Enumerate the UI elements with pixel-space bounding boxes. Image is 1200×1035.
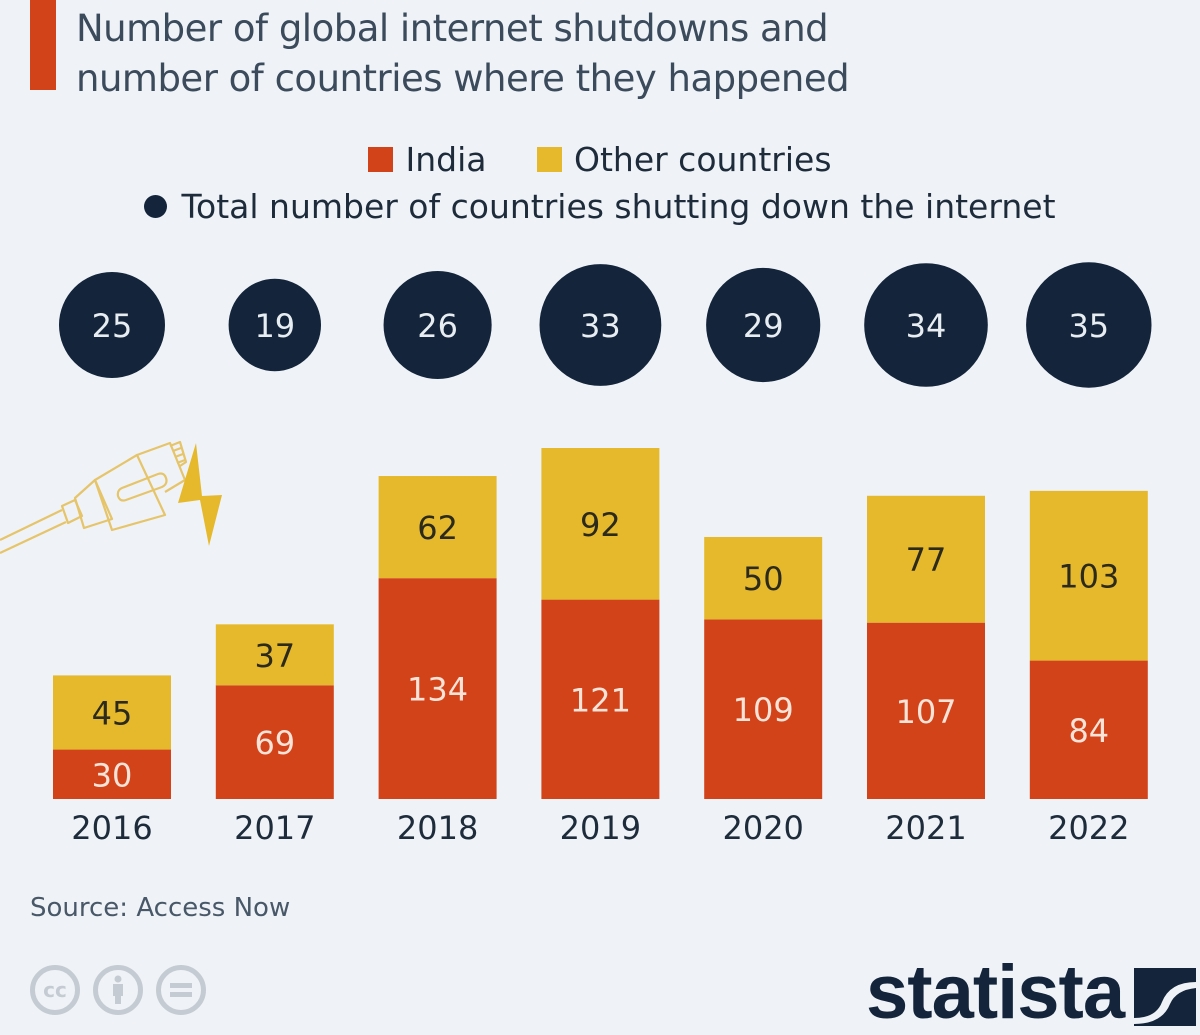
plug-icon [0, 440, 188, 554]
bar-other-2017 [215, 624, 334, 686]
data-label-other-2019: 92 [580, 506, 621, 544]
bubble-label-2019: 33 [580, 307, 621, 345]
chart-title: Number of global internet shutdowns and … [76, 7, 850, 100]
bubble-2022 [1026, 262, 1152, 388]
legend-item-total: Total number of countries shutting down … [144, 187, 1056, 226]
data-label-india-2019: 121 [570, 681, 631, 719]
bar-other-2020 [704, 536, 823, 620]
legend-swatch-other [536, 147, 562, 172]
no-derivatives-icon[interactable] [156, 965, 206, 1015]
bar-india-2022 [1029, 660, 1148, 799]
title-accent-bar [30, 0, 56, 90]
bubble-2016 [59, 272, 165, 378]
bars-group: 30 45 69 37 134 62 121 92 109 50 107 77 84 103 [53, 448, 1148, 799]
bubble-2018 [383, 270, 492, 380]
bar-india-2020 [704, 619, 823, 799]
bubble-2019 [539, 264, 662, 386]
bar-india-2016 [53, 749, 171, 799]
bubble-label-2022: 35 [1068, 307, 1109, 345]
bar-other-2016 [53, 675, 171, 750]
bubble-2021 [864, 263, 988, 387]
bar-india-2021 [867, 622, 985, 799]
bubble-label-2018: 26 [417, 307, 458, 345]
bar-other-2019 [541, 448, 660, 600]
x-tick-label-2022: 2022 [1048, 809, 1129, 847]
legend-label-total: Total number of countries shutting down … [181, 187, 1056, 226]
legend-item-india: India [368, 140, 486, 179]
x-tick-label-2019: 2019 [560, 809, 641, 847]
bubble-label-2017: 19 [254, 307, 295, 345]
legend-total: Total number of countries shutting down … [0, 187, 1200, 226]
data-label-other-2020: 50 [743, 560, 784, 598]
legend-swatch-india [368, 147, 394, 172]
data-label-india-2016: 30 [92, 756, 133, 794]
bar-india-2018 [378, 578, 497, 799]
legend-item-other: Other countries [536, 140, 832, 179]
bubble-label-2021: 34 [906, 307, 947, 345]
license-icons[interactable]: cc [30, 965, 206, 1015]
data-label-india-2018: 134 [407, 671, 468, 709]
data-label-other-2018: 62 [417, 509, 458, 547]
x-axis-labels: 2016 2017 2018 2019 2020 2021 2022 [71, 809, 1129, 847]
bar-other-2018 [378, 476, 497, 579]
data-label-other-2022: 103 [1058, 558, 1119, 596]
legend-label-india: India [405, 140, 487, 179]
x-tick-label-2017: 2017 [234, 809, 315, 847]
x-tick-label-2020: 2020 [722, 809, 803, 847]
data-label-india-2020: 109 [733, 691, 794, 729]
bar-india-2019 [541, 599, 660, 799]
data-label-other-2016: 45 [92, 694, 133, 732]
bar-other-2021 [867, 495, 985, 623]
attribution-icon[interactable] [93, 965, 143, 1015]
x-tick-label-2018: 2018 [397, 809, 478, 847]
statista-logo-icon [1134, 968, 1197, 1026]
bar-india-2017 [215, 685, 334, 799]
data-label-india-2022: 84 [1068, 712, 1109, 750]
legend: India Other countries [0, 140, 1200, 180]
bubbles-group: 25 19 26 33 29 34 35 [59, 262, 1152, 388]
bar-other-2022 [1029, 490, 1148, 661]
statista-logo[interactable]: statista [866, 950, 1197, 1035]
bubble-2017 [228, 278, 322, 372]
bubble-2020 [706, 267, 821, 383]
lightning-bolt-icon [178, 443, 222, 546]
legend-dot-total [144, 195, 168, 218]
bubble-label-2016: 25 [92, 307, 133, 345]
x-tick-label-2016: 2016 [71, 809, 152, 847]
source-note: Source: Access Now [30, 893, 291, 923]
data-label-india-2021: 107 [895, 693, 956, 731]
data-label-other-2021: 77 [906, 541, 947, 579]
data-label-other-2017: 37 [254, 637, 295, 675]
x-tick-label-2021: 2021 [885, 809, 966, 847]
cc-icon[interactable]: cc [30, 965, 80, 1015]
legend-label-other: Other countries [573, 140, 832, 179]
bubble-label-2020: 29 [743, 307, 784, 345]
data-label-india-2017: 69 [254, 724, 295, 762]
logo-text: statista [866, 950, 1125, 1035]
